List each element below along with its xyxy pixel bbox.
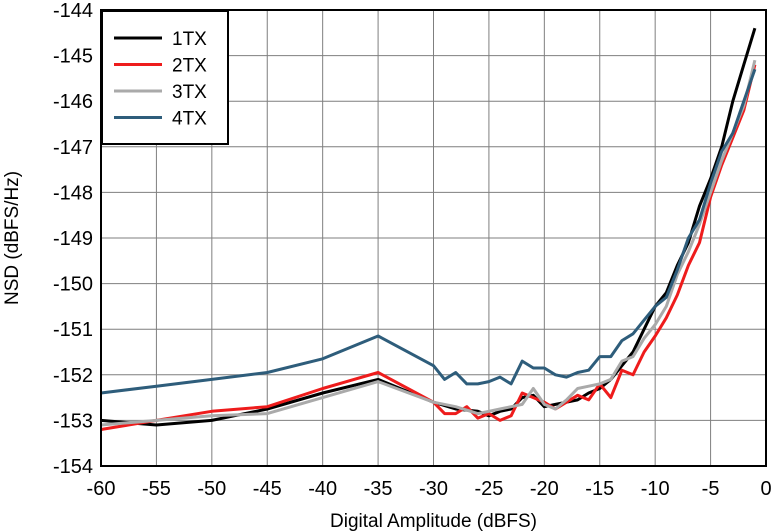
x-tick-label: -40 (308, 478, 337, 500)
series-layer (100, 27, 757, 431)
y-tick-label: -145 (53, 46, 93, 68)
legend-label-2tx: 2TX (172, 56, 207, 77)
legend-label-3tx: 3TX (172, 82, 207, 103)
x-tick-label: -60 (87, 478, 116, 500)
x-tick-label: -45 (253, 478, 282, 500)
legend: 1TX 2TX 3TX 4TX (101, 10, 229, 145)
x-tick-label: -15 (585, 478, 614, 500)
series-line-3tx (100, 59, 757, 427)
y-tick-label: -154 (53, 456, 93, 478)
x-tick-label: -5 (702, 478, 720, 500)
y-tick-label: -151 (53, 319, 93, 341)
y-tick-label: -150 (53, 274, 93, 296)
y-tick-label: -148 (53, 182, 93, 204)
y-tick-label: -153 (53, 410, 93, 432)
y-tick-label: -146 (53, 91, 93, 113)
x-axis-title: Digital Amplitude (dBFS) (330, 511, 537, 532)
y-tick-label: -147 (53, 137, 93, 159)
y-tick-label: -144 (53, 0, 93, 22)
y-tick-label: -149 (53, 228, 93, 250)
x-tick-label: -55 (142, 478, 171, 500)
y-tick-label: -152 (53, 365, 93, 387)
x-tick-label: -25 (474, 478, 503, 500)
legend-box (101, 10, 229, 145)
x-tick-label: -10 (641, 478, 670, 500)
x-tick-labels: -60 -55 -50 -45 -40 -35 -30 -25 -20 -15 -10 -5 0 (87, 478, 772, 500)
x-tick-label: -50 (197, 478, 226, 500)
y-tick-labels: -144 -145 -146 -147 -148 -149 -150 -151 -152 -153… (53, 0, 93, 478)
x-tick-label: -30 (419, 478, 448, 500)
legend-label-4tx: 4TX (172, 109, 207, 130)
x-tick-label: -35 (364, 478, 393, 500)
plot-frame (100, 9, 767, 467)
x-tick-label: -20 (530, 478, 559, 500)
y-axis-title: NSD (dBFS/Hz) (2, 171, 23, 305)
x-tick-label: 0 (760, 478, 771, 500)
series-line-4tx (100, 68, 757, 395)
legend-label-1tx: 1TX (172, 29, 207, 50)
